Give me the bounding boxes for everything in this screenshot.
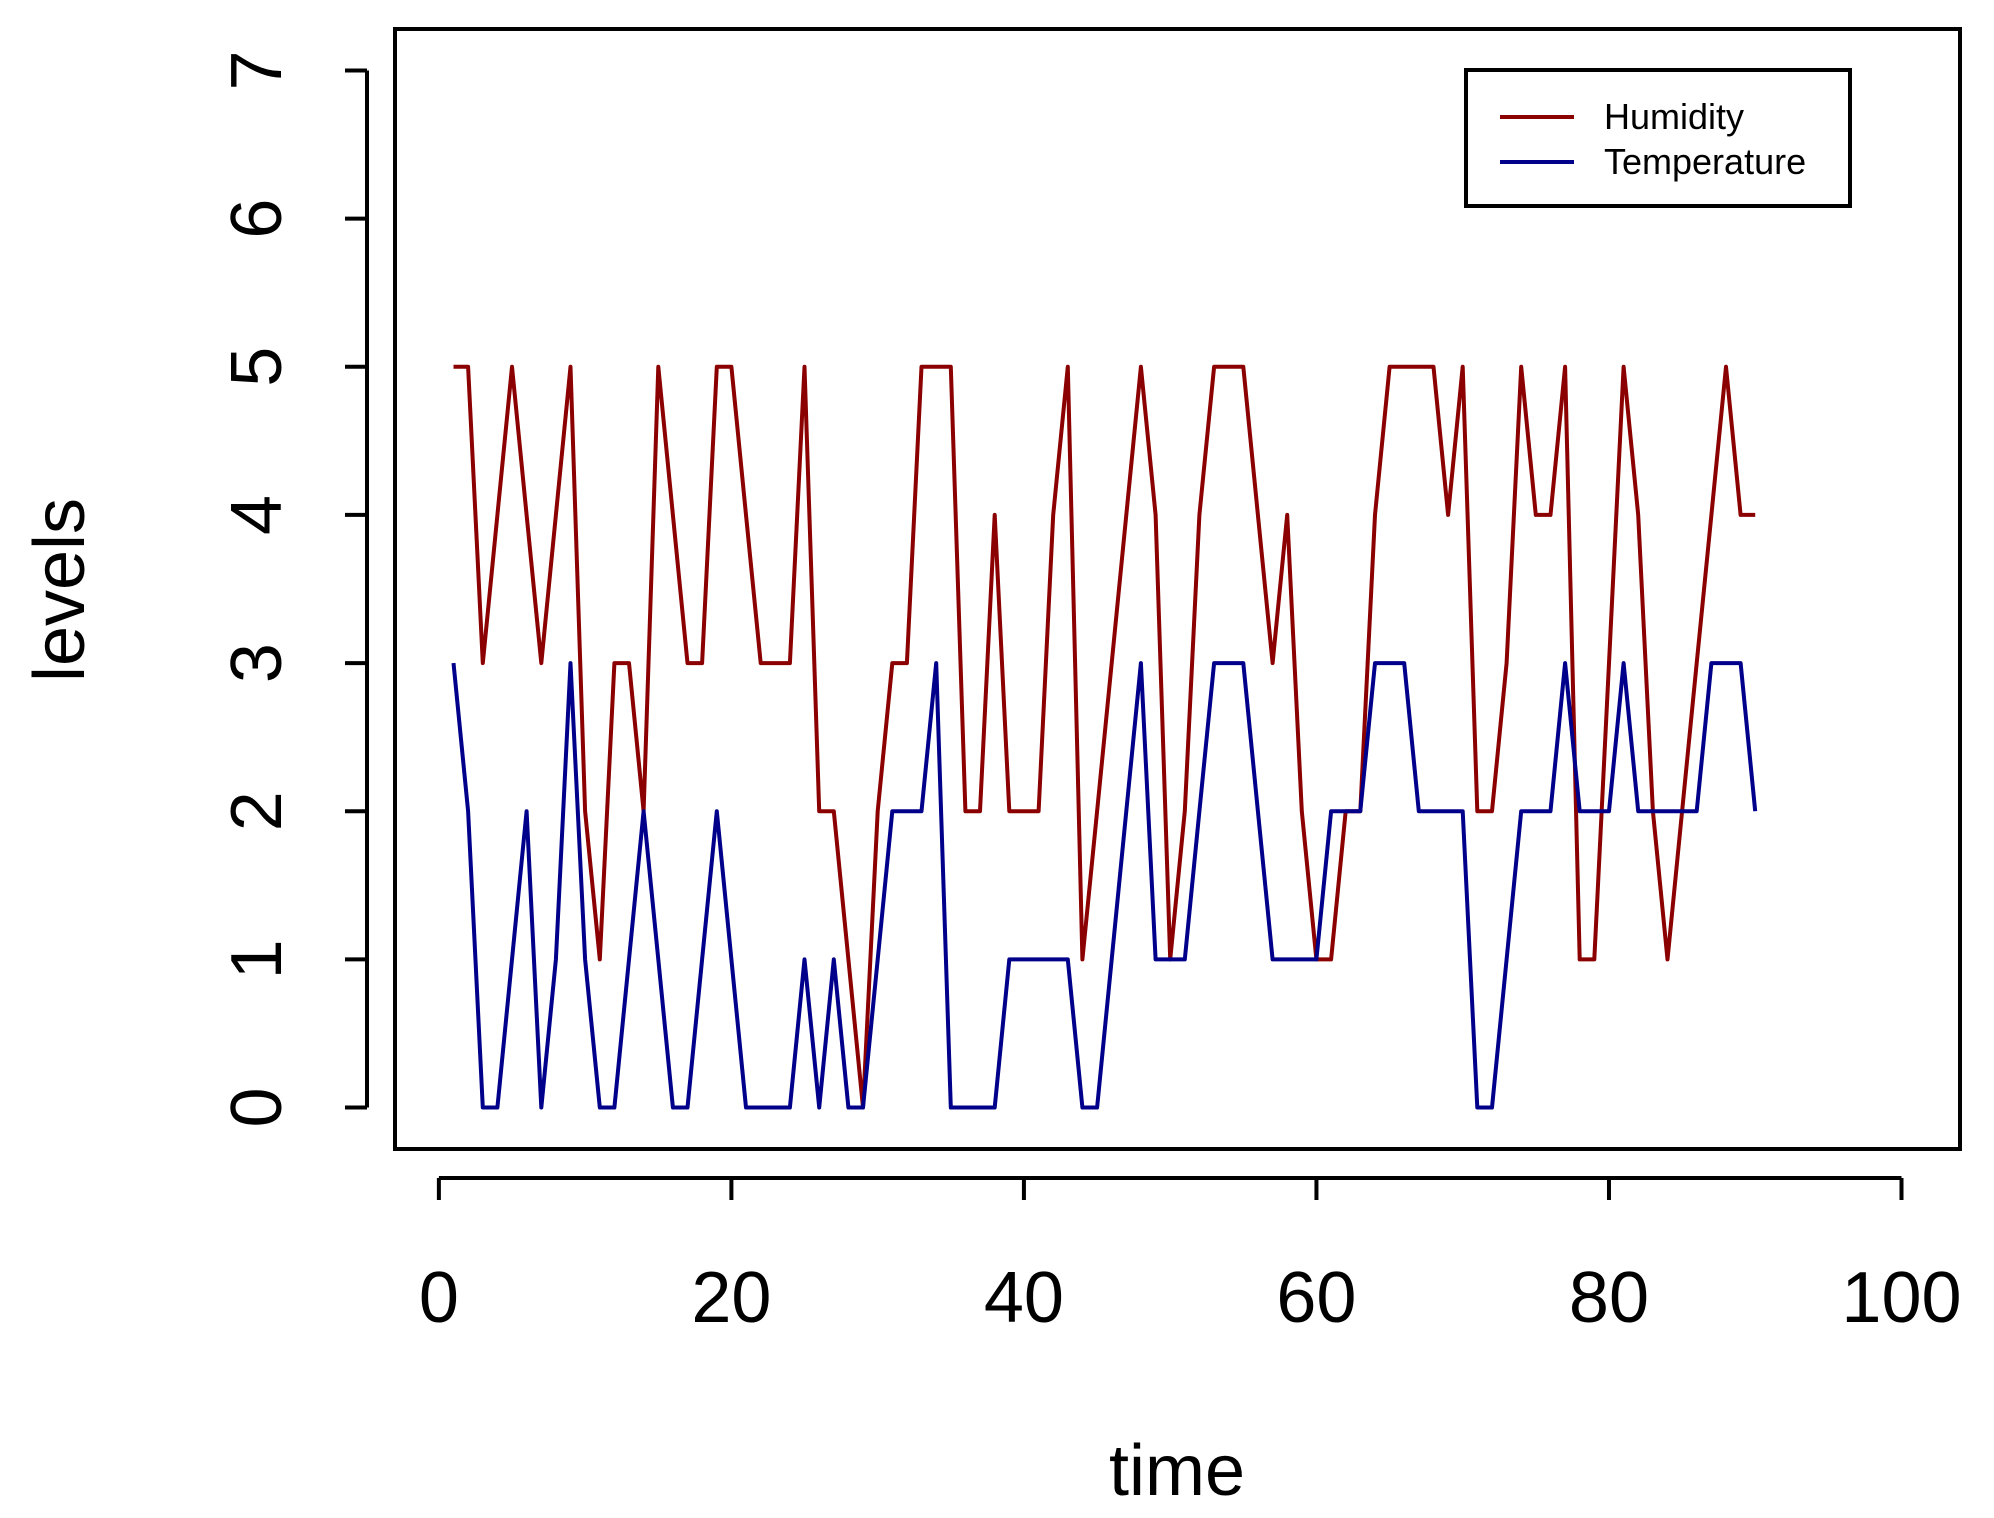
x-tick-label-40: 40	[984, 1258, 1064, 1338]
y-tick-label-7: 7	[217, 50, 297, 90]
y-tick-label-6: 6	[217, 199, 297, 239]
y-tick-label-5: 5	[217, 347, 297, 387]
x-tick-label-100: 100	[1841, 1258, 1961, 1338]
x-axis: 0 20 40 60 80 100	[419, 1176, 1962, 1338]
legend: Humidity Temperature	[1464, 68, 1852, 208]
y-tick-label-4: 4	[217, 495, 297, 535]
series-layer	[451, 364, 1758, 1110]
y-tick-label-0: 0	[217, 1087, 297, 1127]
legend-label-temperature: Temperature	[1604, 141, 1806, 182]
x-tick-label-60: 60	[1276, 1258, 1356, 1338]
x-axis-title: time	[1109, 1431, 1245, 1511]
x-tick-label-20: 20	[691, 1258, 771, 1338]
legend-label-humidity: Humidity	[1604, 96, 1744, 137]
y-tick-label-2: 2	[217, 791, 297, 831]
series-line-humidity	[453, 364, 1756, 1110]
plot-area-border	[393, 27, 1962, 1151]
x-tick-label-0: 0	[419, 1258, 459, 1338]
y-axis-title: levels	[20, 498, 100, 682]
y-tick-label-3: 3	[217, 643, 297, 683]
x-tick-label-80: 80	[1569, 1258, 1649, 1338]
y-tick-label-1: 1	[217, 939, 297, 979]
legend-box	[1464, 68, 1852, 208]
y-axis: 0 1 2 3 4 5 6 7	[217, 50, 369, 1128]
series-line-temperature	[451, 661, 1758, 1110]
